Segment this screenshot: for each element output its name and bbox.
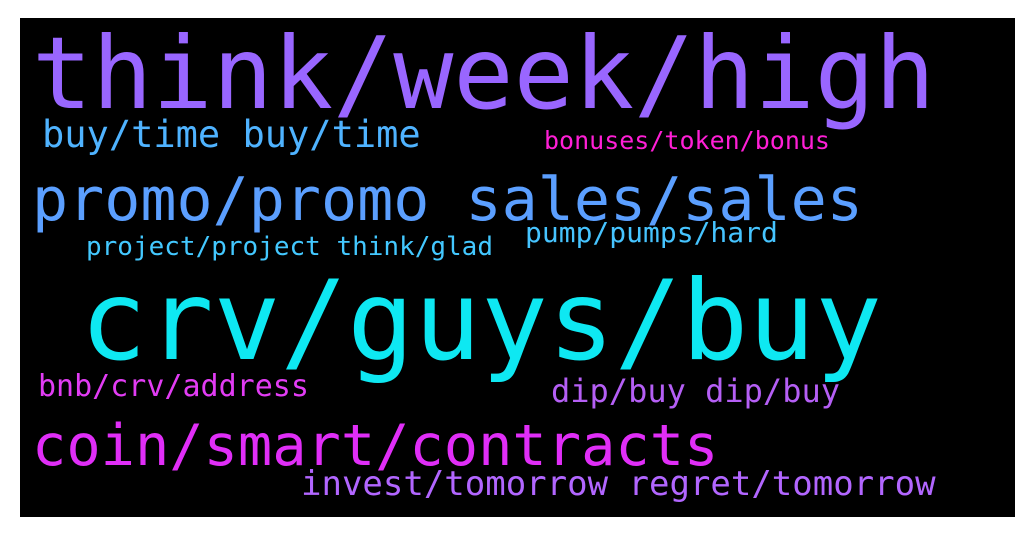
word-dip-buy: dip/buy dip/buy (551, 372, 840, 410)
word-promo-sales: promo/promo sales/sales (32, 165, 863, 235)
word-project-think-glad: project/project think/glad (86, 232, 493, 262)
word-pump-pumps-hard: pump/pumps/hard (525, 216, 778, 249)
word-cloud: think/week/high buy/time buy/time bonuse… (20, 18, 1015, 517)
word-bnb-crv-address: bnb/crv/address (38, 369, 309, 404)
word-bonuses-token-bonus: bonuses/token/bonus (544, 126, 830, 155)
word-think-week-high: think/week/high (32, 18, 936, 132)
word-coin-smart-contracts: coin/smart/contracts (32, 413, 719, 479)
word-crv-guys-buy: crv/guys/buy (80, 257, 882, 386)
word-invest-regret-tomorrow: invest/tomorrow regret/tomorrow (301, 464, 936, 504)
word-buy-time: buy/time buy/time (42, 113, 421, 156)
